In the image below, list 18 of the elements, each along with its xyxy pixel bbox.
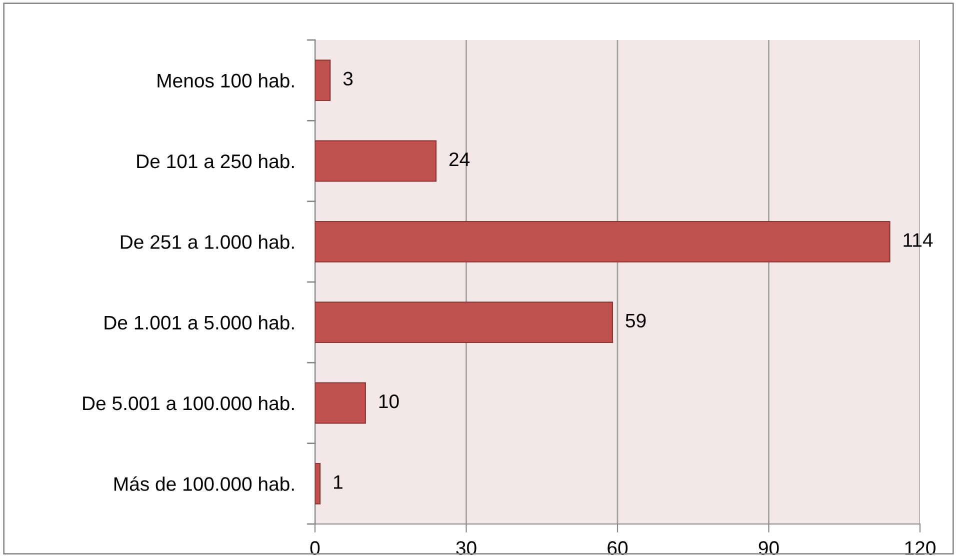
data-label: 1 [334, 475, 342, 489]
y-tick-label: Más de 100.000 hab. [114, 476, 294, 491]
bar [315, 140, 437, 182]
y-tick-label: De 5.001 a 100.000 hab. [83, 396, 294, 410]
bar [315, 60, 331, 102]
bar [315, 462, 321, 504]
data-label: 3 [343, 72, 353, 86]
y-tick-label: Menos 100 hab. [158, 73, 294, 88]
bar [315, 302, 614, 344]
y-tick-label: De 1.001 a 5.000 hab. [104, 315, 294, 330]
data-label: 114 [904, 233, 933, 247]
data-label: 10 [379, 394, 399, 408]
y-tick-label: De 251 a 1.000 hab. [120, 234, 294, 249]
data-label: 24 [449, 152, 470, 166]
bar [315, 220, 890, 262]
y-tick-label: De 101 a 250 hab. [137, 154, 294, 168]
bar [315, 382, 366, 424]
data-label: 59 [626, 314, 646, 328]
